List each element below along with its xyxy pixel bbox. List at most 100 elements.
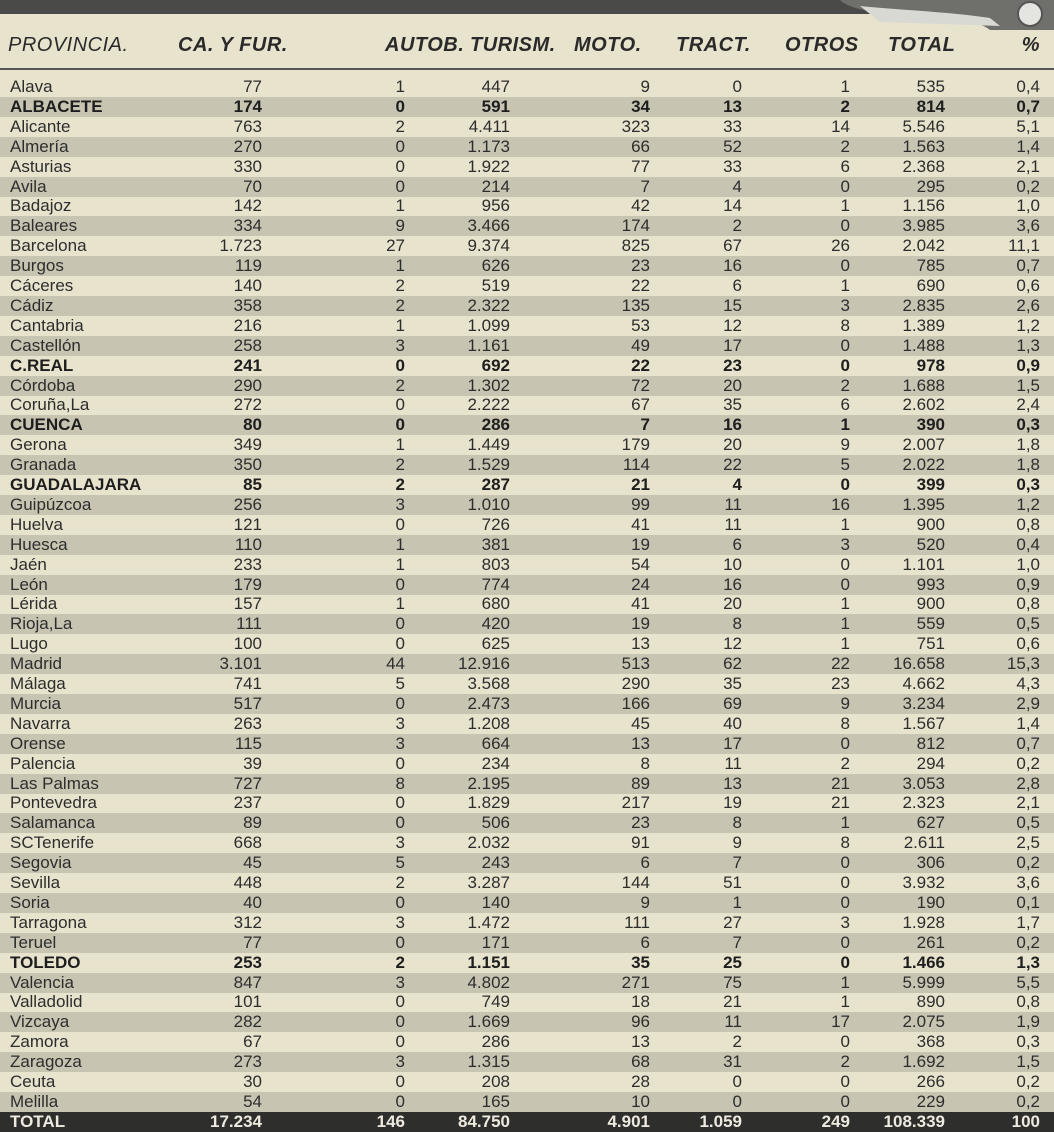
value-cell: 0 [841, 874, 850, 892]
value-cell: 18 [631, 993, 650, 1011]
value-cell: 890 [917, 993, 945, 1011]
value-cell: 174 [622, 217, 650, 235]
value-cell: 0 [841, 337, 850, 355]
value-cell: 229 [917, 1093, 945, 1111]
value-cell: 9 [641, 78, 650, 96]
value-cell: 0 [396, 814, 405, 832]
value-cell: 1,3 [1016, 954, 1040, 972]
total-cell: 100 [1012, 1113, 1040, 1131]
value-cell: 6 [841, 396, 850, 414]
column-header: MOTO. [574, 34, 642, 57]
province-cell: TOLEDO [10, 954, 81, 972]
value-cell: 42 [631, 197, 650, 215]
value-cell: 9 [841, 695, 850, 713]
value-cell: 12.916 [458, 655, 510, 673]
value-cell: 121 [234, 516, 262, 534]
value-cell: 22 [631, 357, 650, 375]
value-cell: 41 [631, 516, 650, 534]
value-cell: 20 [723, 436, 742, 454]
value-cell: 0 [396, 1073, 405, 1091]
table-row: ALBACETE1740591341328140,7 [0, 97, 1054, 117]
province-cell: Avila [10, 178, 47, 196]
value-cell: 3 [841, 297, 850, 315]
value-cell: 680 [482, 595, 510, 613]
value-cell: 1.156 [902, 197, 945, 215]
value-cell: 89 [243, 814, 262, 832]
value-cell: 16 [723, 257, 742, 275]
province-cell: CUENCA [10, 416, 83, 434]
value-cell: 1.928 [902, 914, 945, 932]
value-cell: 62 [723, 655, 742, 673]
value-cell: 35 [723, 396, 742, 414]
value-cell: 0 [396, 1013, 405, 1031]
value-cell: 1 [396, 595, 405, 613]
value-cell: 330 [234, 158, 262, 176]
province-cell: Córdoba [10, 377, 75, 395]
value-cell: 6 [641, 854, 650, 872]
value-cell: 900 [917, 595, 945, 613]
value-cell: 2.322 [467, 297, 510, 315]
column-header: CA. Y FUR. [178, 34, 288, 57]
value-cell: 1,2 [1016, 317, 1040, 335]
table-row: Murcia51702.4731666993.2342,9 [0, 694, 1054, 714]
value-cell: 13 [631, 1033, 650, 1051]
value-cell: 214 [482, 178, 510, 196]
value-cell: 0,8 [1016, 516, 1040, 534]
value-cell: 2.042 [902, 237, 945, 255]
province-cell: Cáceres [10, 277, 73, 295]
value-cell: 1 [841, 416, 850, 434]
value-cell: 52 [723, 138, 742, 156]
value-cell: 10 [723, 556, 742, 574]
value-cell: 23 [723, 357, 742, 375]
value-cell: 9 [733, 834, 742, 852]
value-cell: 15,3 [1007, 655, 1040, 673]
value-cell: 20 [723, 595, 742, 613]
value-cell: 1.449 [467, 436, 510, 454]
value-cell: 287 [482, 476, 510, 494]
value-cell: 1.010 [467, 496, 510, 514]
value-cell: 0 [733, 78, 742, 96]
value-cell: 0,9 [1016, 576, 1040, 594]
value-cell: 1 [396, 78, 405, 96]
value-cell: 0,5 [1016, 615, 1040, 633]
value-cell: 5.546 [902, 118, 945, 136]
value-cell: 23 [631, 814, 650, 832]
value-cell: 1.488 [902, 337, 945, 355]
value-cell: 140 [234, 277, 262, 295]
table-row: Huelva1210726411119000,8 [0, 515, 1054, 535]
value-cell: 1.161 [467, 337, 510, 355]
table-row: Ceuta30020828002660,2 [0, 1072, 1054, 1092]
value-cell: 294 [917, 755, 945, 773]
value-cell: 3,6 [1016, 874, 1040, 892]
value-cell: 22 [631, 277, 650, 295]
value-cell: 2 [396, 874, 405, 892]
value-cell: 420 [482, 615, 510, 633]
province-cell: Navarra [10, 715, 70, 733]
value-cell: 8 [841, 834, 850, 852]
value-cell: 1,5 [1016, 377, 1040, 395]
value-cell: 751 [917, 635, 945, 653]
value-cell: 53 [631, 317, 650, 335]
value-cell: 2.195 [467, 775, 510, 793]
province-cell: León [10, 576, 48, 594]
value-cell: 0,2 [1016, 755, 1040, 773]
column-header: TOTAL [888, 34, 955, 57]
value-cell: 5,5 [1016, 974, 1040, 992]
value-cell: 8 [733, 814, 742, 832]
value-cell: 358 [234, 297, 262, 315]
value-cell: 111 [236, 615, 262, 633]
value-cell: 763 [234, 118, 262, 136]
value-cell: 243 [482, 854, 510, 872]
value-cell: 726 [482, 516, 510, 534]
value-cell: 3.466 [467, 217, 510, 235]
value-cell: 6 [641, 934, 650, 952]
value-cell: 847 [234, 974, 262, 992]
value-cell: 727 [234, 775, 262, 793]
value-cell: 8 [641, 755, 650, 773]
value-cell: 1.466 [902, 954, 945, 972]
value-cell: 7 [733, 934, 742, 952]
